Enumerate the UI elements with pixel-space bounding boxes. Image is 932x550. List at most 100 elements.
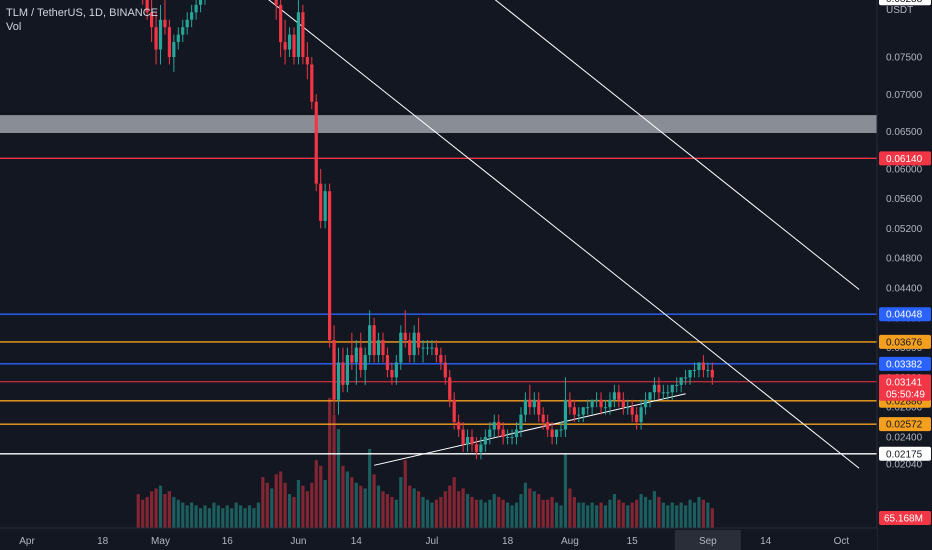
candle[interactable] — [274, 0, 278, 20]
candle[interactable] — [457, 414, 461, 437]
candle[interactable] — [296, 0, 301, 65]
candle[interactable] — [701, 355, 705, 378]
candle[interactable] — [479, 437, 483, 460]
candle[interactable] — [439, 347, 443, 370]
candle[interactable] — [586, 399, 590, 415]
price-tick-label[interactable]: 0.02400 — [886, 433, 923, 444]
price-tick-label[interactable]: 0.06500 — [886, 127, 923, 138]
candle[interactable] — [710, 362, 714, 385]
price-tick-label[interactable]: 0.07000 — [886, 90, 923, 101]
candle[interactable] — [167, 19, 171, 65]
candle[interactable] — [350, 332, 354, 370]
candle[interactable] — [176, 27, 180, 50]
candle[interactable] — [546, 414, 550, 437]
candle[interactable] — [194, 0, 198, 20]
candle[interactable] — [559, 422, 563, 437]
time-tick-label[interactable]: 14 — [351, 536, 363, 547]
candle[interactable] — [448, 369, 452, 408]
candle[interactable] — [443, 355, 447, 385]
candle[interactable] — [323, 183, 327, 229]
trendline[interactable] — [373, 393, 686, 466]
candle[interactable] — [523, 392, 527, 423]
candle[interactable] — [363, 347, 367, 385]
candle[interactable] — [643, 392, 648, 415]
candle[interactable] — [163, 0, 167, 35]
candle[interactable] — [412, 325, 416, 363]
candle[interactable] — [376, 332, 381, 363]
candle[interactable] — [497, 414, 501, 437]
candle[interactable] — [577, 407, 581, 423]
price-tick-label[interactable]: 0.02800 — [886, 403, 923, 414]
candle[interactable] — [595, 392, 599, 408]
trendline[interactable] — [125, 0, 860, 469]
price-tick-label[interactable]: 0.05600 — [886, 194, 923, 205]
candle[interactable] — [336, 347, 341, 415]
candle[interactable] — [359, 332, 363, 378]
candle[interactable] — [617, 384, 621, 408]
time-tick-label[interactable]: Apr — [19, 536, 35, 547]
candle[interactable] — [399, 325, 403, 370]
candle[interactable] — [554, 429, 559, 445]
candle[interactable] — [519, 407, 523, 437]
candle[interactable] — [150, 0, 154, 43]
price-tick-label[interactable]: 0.06000 — [886, 164, 923, 175]
candle[interactable] — [465, 429, 470, 452]
candle[interactable] — [425, 340, 430, 356]
time-tick-label[interactable]: Oct — [834, 536, 850, 547]
candle[interactable] — [341, 347, 345, 393]
candle[interactable] — [301, 4, 305, 65]
candle[interactable] — [568, 392, 572, 415]
horizontal-levels[interactable] — [0, 0, 877, 455]
candle[interactable] — [145, 0, 149, 20]
trendlines[interactable] — [125, 0, 860, 469]
candle[interactable] — [305, 42, 309, 80]
time-axis-ticks[interactable]: Apr 18 May 16 Jun 14 Jul 18 Aug 15 Sep 14 Oct — [19, 530, 849, 550]
candle[interactable] — [154, 12, 158, 65]
candle[interactable] — [172, 34, 176, 72]
candle[interactable] — [390, 362, 394, 385]
candle[interactable] — [190, 4, 194, 28]
candle[interactable] — [470, 429, 474, 452]
candle[interactable] — [434, 340, 438, 363]
candle[interactable] — [666, 384, 670, 400]
candle[interactable] — [612, 384, 616, 408]
candle[interactable] — [292, 27, 296, 65]
time-tick-label[interactable]: Jun — [290, 536, 306, 547]
candle[interactable] — [652, 377, 657, 400]
candle[interactable] — [203, 0, 206, 5]
candle[interactable] — [697, 362, 701, 378]
candle[interactable] — [403, 310, 407, 348]
candle[interactable] — [381, 332, 385, 363]
candle[interactable] — [354, 340, 358, 385]
time-tick-label[interactable]: 15 — [627, 536, 639, 547]
candle[interactable] — [368, 310, 372, 363]
candle[interactable] — [310, 57, 314, 110]
volume-legend[interactable]: Vol — [6, 21, 22, 33]
candle[interactable] — [488, 422, 492, 445]
price-tick-label[interactable]: 0.07500 — [886, 53, 923, 64]
candle[interactable] — [279, 0, 283, 57]
candle[interactable] — [532, 392, 536, 415]
candle[interactable] — [181, 19, 185, 43]
time-tick-label[interactable]: Aug — [561, 536, 579, 547]
candle[interactable] — [563, 377, 568, 437]
time-tick-label[interactable]: Sep — [699, 536, 717, 547]
candle[interactable] — [688, 369, 692, 385]
candle[interactable] — [506, 429, 510, 445]
candle[interactable] — [661, 384, 665, 400]
time-tick-label[interactable]: Jul — [426, 536, 439, 547]
candle[interactable] — [430, 340, 434, 356]
trendline[interactable] — [352, 0, 860, 290]
candle[interactable] — [630, 399, 634, 423]
candle[interactable] — [319, 168, 323, 229]
candle[interactable] — [590, 399, 594, 415]
candle[interactable] — [345, 347, 349, 393]
candle[interactable] — [626, 399, 630, 415]
candle[interactable] — [572, 399, 576, 423]
price-tick-label[interactable]: 0.05200 — [886, 224, 923, 235]
candle[interactable] — [541, 407, 545, 430]
price-tick-label[interactable]: 0.04800 — [886, 254, 923, 265]
candle[interactable] — [510, 429, 514, 445]
symbol-title[interactable]: TLM / TetherUS, 1D, BINANCE — [6, 7, 159, 19]
